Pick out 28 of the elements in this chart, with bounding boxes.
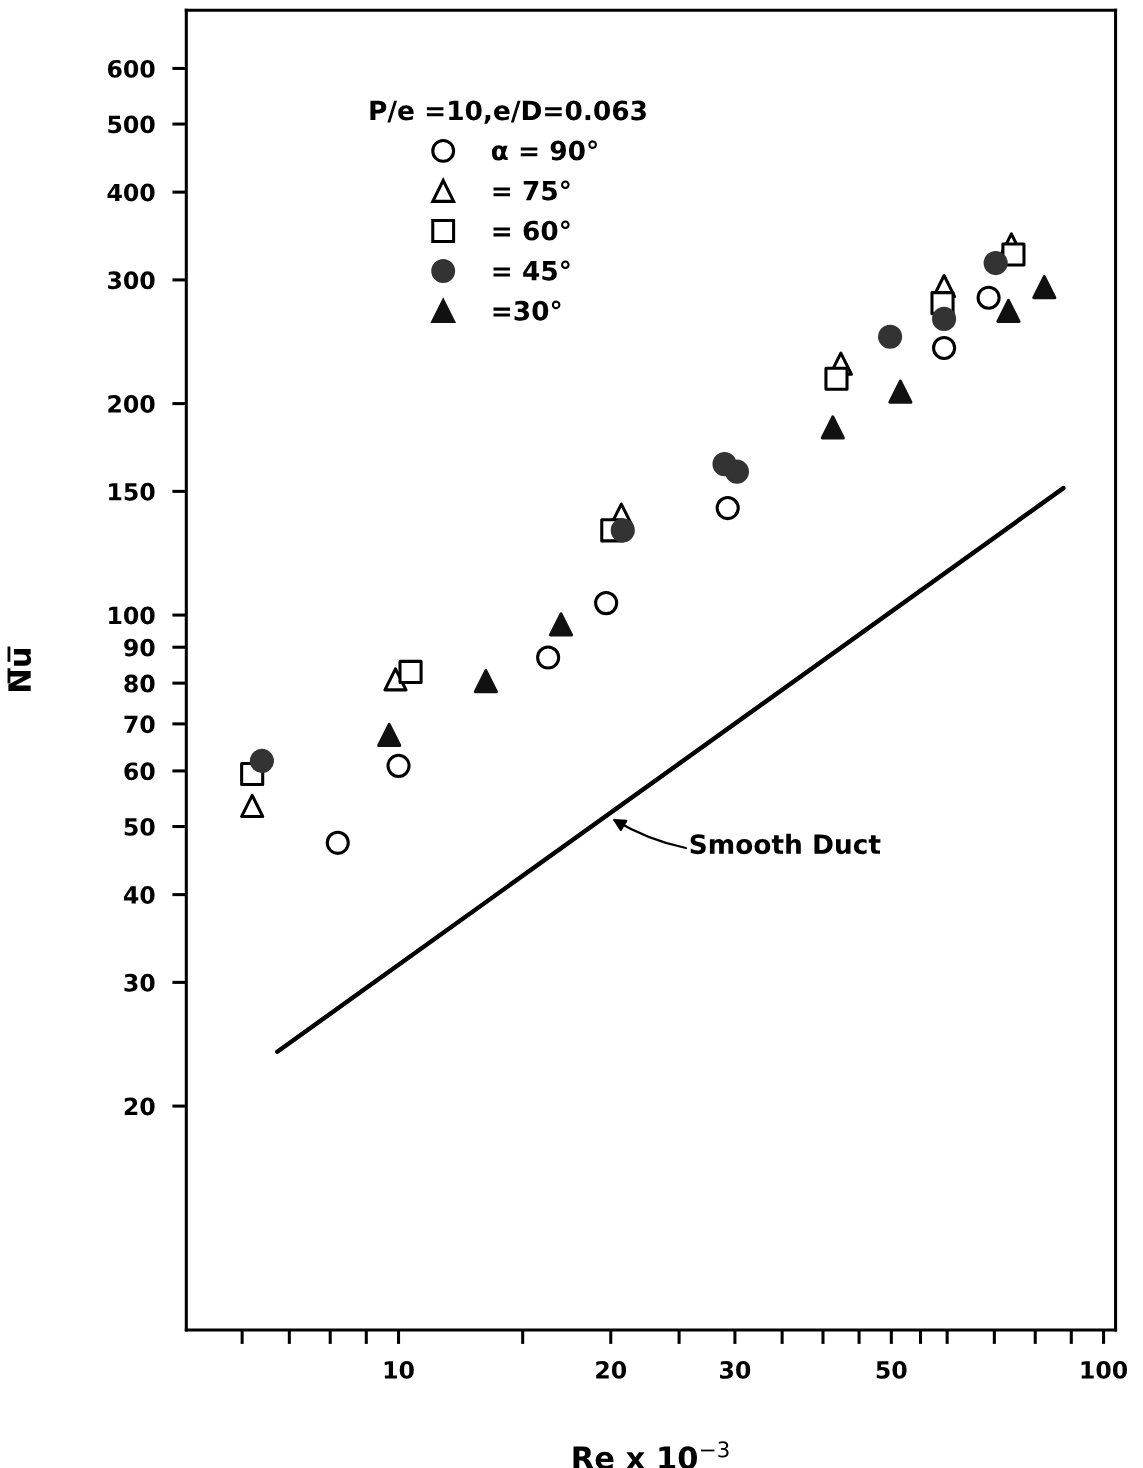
legend-label: = 75° — [493, 180, 570, 201]
y-tick-label: 400 — [107, 183, 155, 202]
y-tick-label: 100 — [109, 606, 155, 625]
legend-label: = 45° — [493, 260, 570, 281]
legend-label: =30° — [493, 300, 561, 321]
legend-label: = 60° — [493, 220, 570, 241]
x-tick-label: 100 — [1081, 1360, 1128, 1379]
y-tick-label: 90 — [124, 638, 155, 657]
legend-label: α = 90° — [491, 140, 597, 161]
y-tick-label: 200 — [108, 395, 155, 413]
x-tick-label: 20 — [596, 1360, 627, 1379]
y-tick-label: 50 — [124, 817, 155, 836]
legend-title: P/e =10,e/D=0.063 — [370, 100, 646, 124]
x-tick-label: 30 — [720, 1360, 751, 1379]
y-tick-label: 60 — [124, 762, 155, 781]
y-tick-label: 40 — [123, 886, 155, 904]
y-tick-label: 600 — [107, 59, 155, 78]
annotation: Smooth Duct — [690, 833, 881, 855]
y-tick-label: 20 — [124, 1097, 155, 1116]
y-tick-label: 80 — [124, 674, 155, 693]
y-tick-label: 500 — [108, 115, 155, 134]
y-axis-title: N̅u̅ — [7, 646, 32, 691]
x-tick-label: 50 — [876, 1360, 907, 1379]
y-tick-label: 300 — [108, 271, 155, 290]
y-tick-label: 150 — [109, 482, 155, 501]
y-tick-label: 70 — [124, 715, 155, 734]
x-tick-label: 10 — [384, 1360, 414, 1379]
y-tick-label: 30 — [124, 973, 155, 992]
